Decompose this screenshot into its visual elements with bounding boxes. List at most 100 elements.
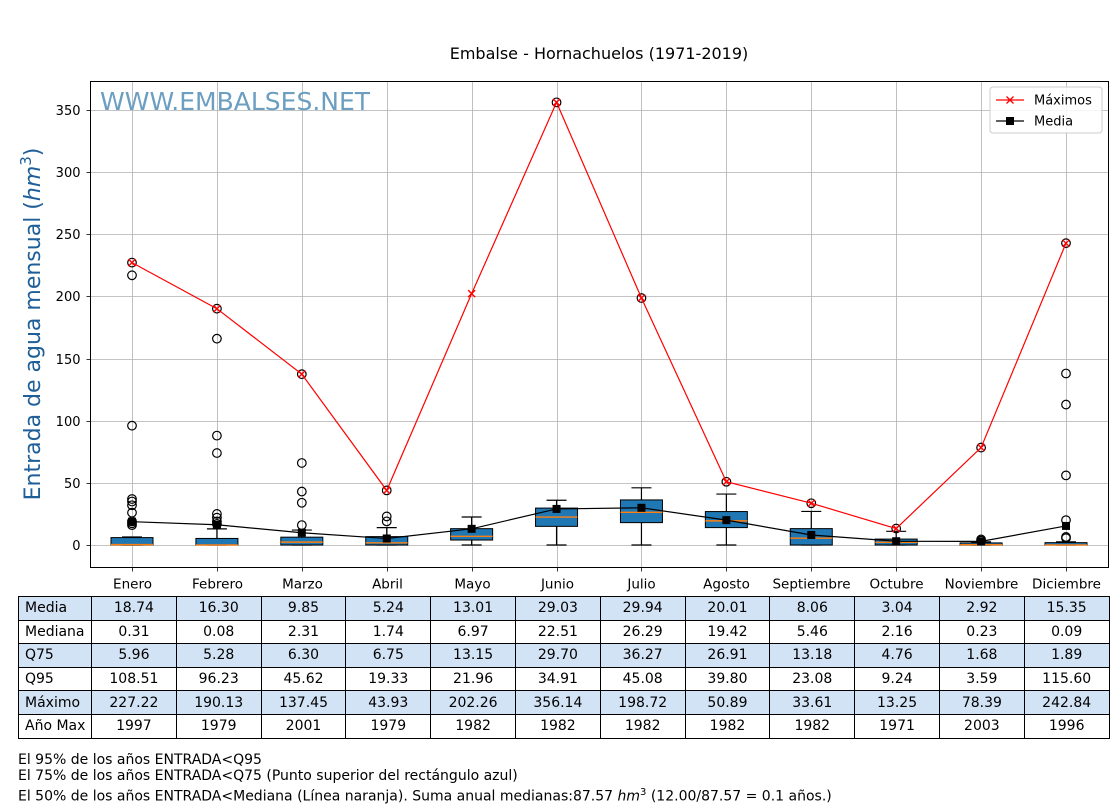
table-cell: 1971 (854, 713, 940, 739)
table-cell: 4.76 (854, 643, 940, 668)
table-cell: 6.97 (430, 619, 516, 645)
table-cell: 0.08 (175, 619, 262, 645)
table-cell: 22.51 (514, 619, 601, 645)
table-cell: 13.25 (854, 690, 940, 715)
outlier-point (127, 507, 137, 518)
table-row: Máximo 227.22 190.13 137.45 43.93 202.26 356.1… (18, 690, 1110, 715)
maximos-point (552, 98, 561, 107)
x-tick-label: Agosto (703, 577, 750, 593)
table-cell: 13.15 (430, 643, 516, 668)
maximos-line (131, 100, 1067, 530)
table-cell: 242.84 (1023, 690, 1110, 715)
table-cell: 1982 (769, 713, 856, 739)
table-row-label: Mediana (18, 619, 92, 645)
table-cell: 8.06 (769, 596, 856, 621)
note-unit: hm (617, 788, 641, 805)
table-cell: 198.72 (599, 690, 686, 715)
table-cell: 13.01 (430, 596, 516, 621)
table-cell: 1979 (345, 713, 432, 739)
table-cell: 19.42 (684, 619, 771, 645)
outlier-point (1061, 368, 1071, 379)
media-point (1062, 521, 1070, 530)
table-cell: 43.93 (345, 690, 432, 715)
outlier-point (551, 97, 562, 108)
table-row-label: Año Max (18, 713, 92, 739)
table-row: Media 18.74 16.30 9.85 5.24 13.01 29.03 29.94 20… (18, 596, 1110, 621)
media-point (807, 530, 816, 539)
x-tick-label: Julio (626, 577, 655, 593)
outlier-point (296, 458, 307, 468)
table-cell: 15.35 (1023, 596, 1110, 621)
table-cell: 33.61 (769, 690, 856, 715)
table-cell: 2.16 (854, 619, 940, 645)
maximos-point (807, 499, 816, 508)
table-cell: 3.59 (938, 666, 1025, 692)
x-tick-label: Septiembre (772, 577, 850, 593)
outlier-point (806, 498, 817, 509)
table-cell: 1996 (1023, 713, 1110, 739)
x-tick-label: Noviembre (945, 577, 1019, 593)
table-row: Q95 108.51 96.23 45.62 19.33 21.96 34.91 45.08 3… (18, 666, 1110, 692)
table-row: Mediana 0.31 0.08 2.31 1.74 6.97 22.51 26.29 19.… (18, 619, 1110, 645)
box-iqr (195, 537, 239, 546)
table-cell: 227.22 (91, 690, 177, 715)
outlier-point (127, 257, 137, 268)
watermark: WWW.EMBALSES.NET (100, 87, 371, 116)
media-point (128, 517, 136, 526)
table-cell: 19.33 (345, 666, 432, 692)
maximos-point (467, 289, 476, 298)
box-junio (535, 97, 579, 546)
note-mediana-text: El 50% de los años ENTRADA<Mediana (Líne… (18, 788, 618, 805)
table-cell: 29.94 (599, 596, 686, 621)
y-tick-label: 250 (56, 228, 81, 243)
chart-title: Embalse - Hornachuelos (1971-2019) (449, 44, 749, 63)
table-row: Año Max 1997 1979 2001 1979 1982 1982 1982 1982 1… (18, 713, 1110, 739)
table-cell: 21.96 (430, 666, 516, 692)
y-tick-label: 300 (56, 166, 81, 181)
note-q95: El 95% de los años ENTRADA<Q95 (18, 752, 262, 768)
table-cell: 18.74 (91, 596, 177, 621)
media-point (297, 528, 306, 537)
table-cell: 5.46 (769, 619, 856, 645)
outlier-point (891, 523, 902, 534)
table-cell: 190.13 (175, 690, 262, 715)
table-cell: 16.30 (175, 596, 262, 621)
media-line (131, 507, 1067, 542)
outlier-point (296, 369, 307, 380)
table-row: Q75 5.96 5.28 6.30 6.75 13.15 29.70 36.27 26.91 1… (18, 643, 1110, 668)
note-unit-sup: 3 (640, 787, 647, 798)
boxes-layer (110, 97, 1088, 546)
outlier-point (296, 486, 307, 497)
table-cell: 29.03 (514, 596, 601, 621)
table-cell: 2003 (938, 713, 1025, 739)
table-cell: 6.75 (345, 643, 432, 668)
media-point (212, 520, 221, 529)
outlier-point (212, 303, 222, 314)
x-tick-label: Octubre (869, 577, 923, 593)
outlier-point (636, 293, 647, 303)
table-cell: 3.04 (854, 596, 940, 621)
box-iqr (280, 536, 324, 546)
box-iqr (110, 537, 154, 546)
table-cell: 115.60 (1023, 666, 1110, 692)
x-tick-label: Junio (540, 577, 574, 593)
x-tick-label: Marzo (282, 577, 323, 593)
outlier-point (212, 430, 222, 441)
maximos-point (297, 370, 306, 379)
table-cell: 9.85 (260, 596, 347, 621)
box-marzo (280, 369, 324, 546)
table-cell: 78.39 (938, 690, 1025, 715)
note-mediana: El 50% de los años ENTRADA<Mediana (Líne… (18, 787, 832, 805)
outlier-point (296, 520, 307, 531)
outlier-point (1061, 470, 1071, 481)
table-cell: 6.30 (260, 643, 347, 668)
table-row-label: Q75 (18, 643, 92, 668)
y-tick-label: 100 (56, 415, 81, 430)
legend: Máximos Media (989, 86, 1103, 134)
table-cell: 45.62 (260, 666, 347, 692)
x-tick-label: Febrero (192, 577, 243, 593)
table-cell: 5.28 (175, 643, 262, 668)
legend-media-label: Media (1034, 115, 1073, 130)
maximos-point (977, 443, 986, 452)
media-point (977, 537, 986, 546)
